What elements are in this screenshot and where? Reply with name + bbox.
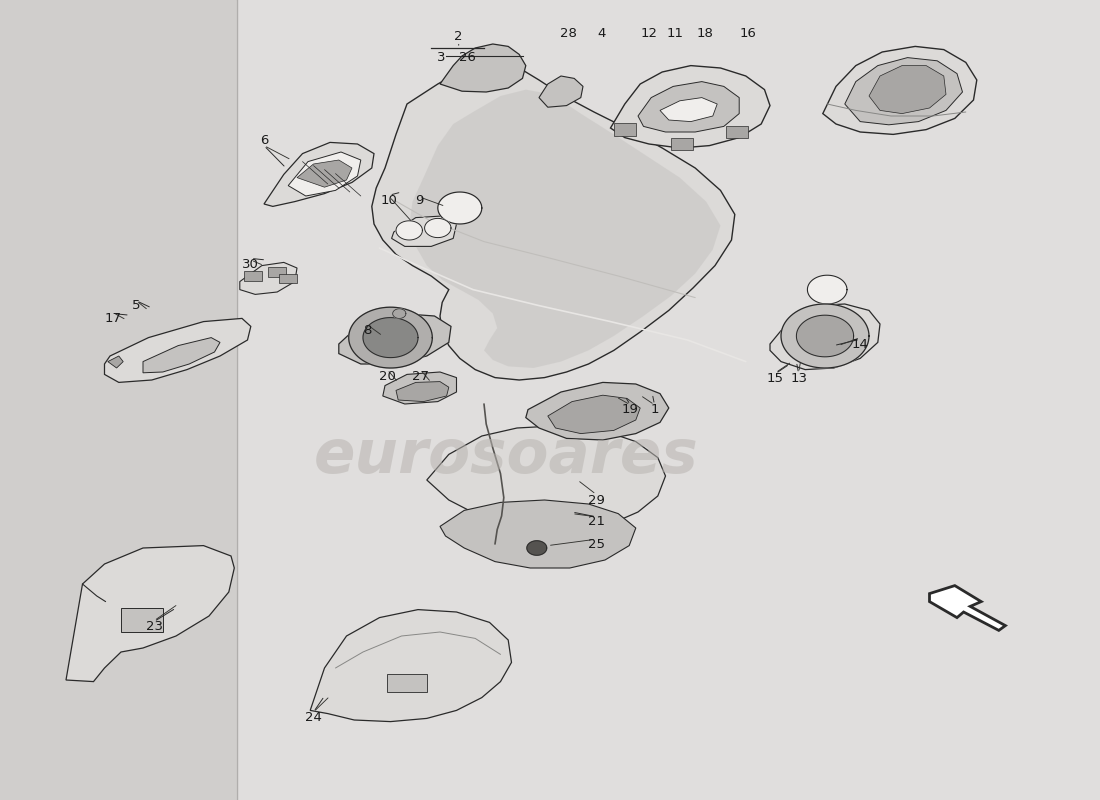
Text: 5: 5 <box>132 299 141 312</box>
Polygon shape <box>393 309 406 318</box>
Polygon shape <box>288 152 361 196</box>
Polygon shape <box>526 382 669 440</box>
Text: 28: 28 <box>560 27 578 40</box>
Text: 8: 8 <box>363 324 372 337</box>
Polygon shape <box>440 500 636 568</box>
Polygon shape <box>310 610 512 722</box>
Polygon shape <box>240 262 297 294</box>
Text: 23: 23 <box>145 620 163 633</box>
Polygon shape <box>66 546 234 682</box>
Polygon shape <box>796 315 854 357</box>
Text: 9: 9 <box>415 194 424 206</box>
Text: 16: 16 <box>739 27 757 40</box>
Polygon shape <box>527 541 547 555</box>
Polygon shape <box>383 372 456 404</box>
Polygon shape <box>930 586 1005 630</box>
Polygon shape <box>548 395 640 434</box>
Text: 19: 19 <box>621 403 639 416</box>
Polygon shape <box>396 221 422 240</box>
Text: 30: 30 <box>242 258 260 270</box>
Text: 1: 1 <box>650 403 659 416</box>
Polygon shape <box>349 307 432 368</box>
Text: 29: 29 <box>587 494 605 506</box>
Text: 18: 18 <box>696 27 714 40</box>
Polygon shape <box>539 76 583 107</box>
Text: 2: 2 <box>454 30 463 43</box>
Polygon shape <box>726 126 748 138</box>
Polygon shape <box>638 82 739 132</box>
Polygon shape <box>108 356 123 368</box>
Polygon shape <box>427 426 666 530</box>
Text: 20: 20 <box>378 370 396 382</box>
Polygon shape <box>614 123 636 136</box>
Text: 15: 15 <box>767 372 784 385</box>
Polygon shape <box>440 44 526 92</box>
Polygon shape <box>264 142 374 206</box>
Polygon shape <box>268 267 286 277</box>
Text: 25: 25 <box>587 538 605 550</box>
Polygon shape <box>807 275 847 304</box>
Polygon shape <box>869 66 946 114</box>
Polygon shape <box>425 218 451 238</box>
Text: 4: 4 <box>597 27 606 40</box>
Text: 26: 26 <box>459 51 476 64</box>
Polygon shape <box>339 314 451 364</box>
Text: 10: 10 <box>381 194 398 206</box>
Polygon shape <box>770 304 880 370</box>
Polygon shape <box>671 138 693 150</box>
Text: 21: 21 <box>587 515 605 528</box>
Text: 11: 11 <box>667 27 684 40</box>
Text: 6: 6 <box>260 134 268 146</box>
Polygon shape <box>396 382 449 402</box>
Text: 14: 14 <box>851 338 869 350</box>
Polygon shape <box>610 66 770 148</box>
Text: 17: 17 <box>104 312 122 325</box>
Polygon shape <box>387 674 427 692</box>
Text: 13: 13 <box>790 372 807 385</box>
Polygon shape <box>781 304 869 368</box>
Text: 12: 12 <box>640 27 658 40</box>
Polygon shape <box>104 318 251 382</box>
Polygon shape <box>823 46 977 134</box>
Polygon shape <box>279 274 297 283</box>
Polygon shape <box>409 90 720 368</box>
Polygon shape <box>392 216 456 246</box>
Polygon shape <box>363 318 418 358</box>
Text: 27: 27 <box>411 370 429 382</box>
Text: 3: 3 <box>437 51 446 64</box>
Polygon shape <box>660 98 717 122</box>
Polygon shape <box>845 58 962 125</box>
Text: eurosoares: eurosoares <box>314 426 698 486</box>
Polygon shape <box>244 271 262 281</box>
Text: 24: 24 <box>305 711 322 724</box>
Polygon shape <box>438 192 482 224</box>
Bar <box>236 0 1100 800</box>
Polygon shape <box>372 64 735 380</box>
Polygon shape <box>297 160 352 187</box>
Bar <box>0 0 236 800</box>
Polygon shape <box>143 338 220 373</box>
Polygon shape <box>121 608 163 632</box>
